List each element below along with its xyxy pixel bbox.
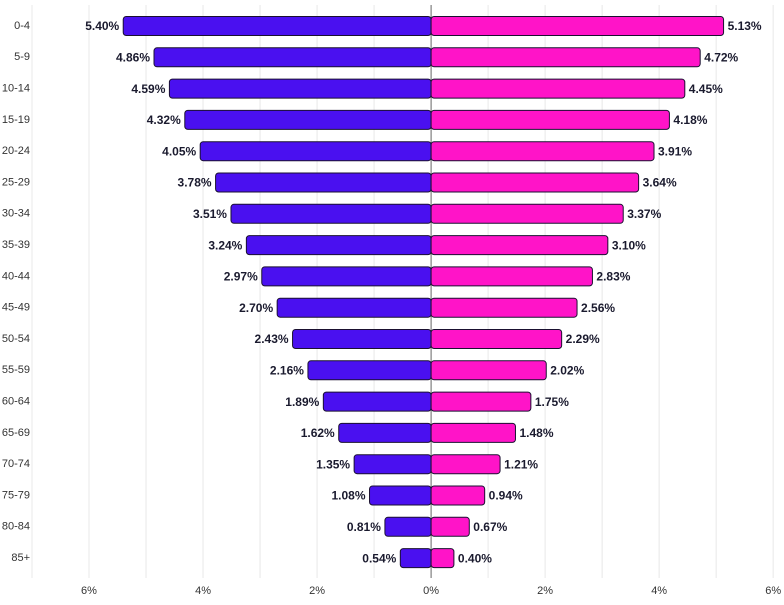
value-label: 4.45% xyxy=(689,82,723,96)
bar xyxy=(276,297,432,318)
y-tick-label: 35-39 xyxy=(2,239,30,251)
bar xyxy=(430,454,501,475)
bar xyxy=(122,16,432,36)
value-label: 3.51% xyxy=(193,207,227,221)
x-tick-label: 6% xyxy=(81,585,97,597)
bar xyxy=(322,391,432,412)
value-label: 2.83% xyxy=(596,270,630,284)
value-label: 4.18% xyxy=(673,113,707,127)
bar xyxy=(430,78,686,99)
bar xyxy=(399,548,432,569)
value-label: 2.16% xyxy=(270,363,304,377)
value-label: 2.43% xyxy=(255,332,289,346)
value-label: 1.75% xyxy=(535,395,569,409)
value-label: 4.05% xyxy=(162,144,196,158)
x-tick-label: 6% xyxy=(765,585,781,597)
x-tick-label: 0% xyxy=(423,585,439,597)
bar xyxy=(292,329,432,349)
value-label: 4.32% xyxy=(147,113,181,127)
bar xyxy=(199,141,432,162)
bar xyxy=(230,203,432,224)
bar xyxy=(430,266,593,287)
x-tick-label: 4% xyxy=(651,585,667,597)
bar xyxy=(184,109,432,130)
bar xyxy=(430,548,455,569)
value-label: 3.78% xyxy=(178,176,212,190)
value-label: 2.97% xyxy=(224,270,258,284)
y-tick-label: 0-4 xyxy=(14,20,30,32)
y-tick-label: 5-9 xyxy=(14,51,30,63)
bar xyxy=(153,47,432,68)
value-label: 2.29% xyxy=(566,332,600,346)
bar xyxy=(430,329,563,349)
value-label: 4.72% xyxy=(704,50,738,64)
y-tick-label: 85+ xyxy=(11,552,30,564)
y-tick-label: 65-69 xyxy=(2,427,30,439)
bar xyxy=(430,516,470,537)
value-label: 1.89% xyxy=(285,395,319,409)
value-label: 3.10% xyxy=(612,238,646,252)
bar xyxy=(369,485,432,506)
bar xyxy=(430,172,640,193)
bar xyxy=(215,172,432,193)
y-tick-label: 45-49 xyxy=(2,302,30,314)
bar xyxy=(430,141,655,162)
value-label: 4.59% xyxy=(131,82,165,96)
y-tick-label: 70-74 xyxy=(2,458,30,470)
bar xyxy=(430,235,609,256)
value-label: 0.67% xyxy=(473,520,507,534)
bar xyxy=(430,203,624,224)
y-tick-label: 40-44 xyxy=(2,270,30,282)
x-tick-label: 4% xyxy=(195,585,211,597)
x-tick-label: 2% xyxy=(309,585,325,597)
value-label: 3.64% xyxy=(643,176,677,190)
value-label: 3.91% xyxy=(658,144,692,158)
bar xyxy=(384,516,432,537)
bar xyxy=(430,109,670,130)
bar xyxy=(430,422,516,443)
bar xyxy=(430,391,532,412)
value-label: 2.02% xyxy=(550,363,584,377)
bar xyxy=(430,47,701,68)
bar xyxy=(245,235,432,256)
value-label: 3.24% xyxy=(208,238,242,252)
bar xyxy=(430,16,725,36)
value-label: 1.08% xyxy=(331,489,365,503)
bar xyxy=(353,454,432,475)
y-tick-label: 20-24 xyxy=(2,145,30,157)
bar xyxy=(307,360,432,381)
bar xyxy=(430,360,547,381)
value-label: 1.35% xyxy=(316,457,350,471)
y-tick-label: 25-29 xyxy=(2,176,30,188)
y-tick-label: 60-64 xyxy=(2,396,30,408)
y-tick-label: 15-19 xyxy=(2,114,30,126)
y-tick-label: 30-34 xyxy=(2,208,30,220)
value-label: 5.40% xyxy=(85,19,119,33)
bar xyxy=(430,485,486,506)
x-tick-label: 2% xyxy=(537,585,553,597)
value-label: 0.54% xyxy=(362,551,396,565)
value-label: 4.86% xyxy=(116,50,150,64)
bar xyxy=(338,422,432,443)
value-label: 5.13% xyxy=(728,19,762,33)
bar xyxy=(168,78,432,99)
value-label: 3.37% xyxy=(627,207,661,221)
y-tick-label: 75-79 xyxy=(2,489,30,501)
y-tick-label: 55-59 xyxy=(2,364,30,376)
value-label: 1.48% xyxy=(519,426,553,440)
value-label: 0.81% xyxy=(347,520,381,534)
value-label: 2.70% xyxy=(239,301,273,315)
value-label: 0.40% xyxy=(458,551,492,565)
y-tick-label: 50-54 xyxy=(2,333,30,345)
bar xyxy=(430,297,578,318)
value-label: 2.56% xyxy=(581,301,615,315)
bar xyxy=(261,266,432,287)
y-tick-label: 80-84 xyxy=(2,521,30,533)
y-tick-label: 10-14 xyxy=(2,83,30,95)
value-label: 0.94% xyxy=(489,489,523,503)
value-label: 1.21% xyxy=(504,457,538,471)
value-label: 1.62% xyxy=(301,426,335,440)
